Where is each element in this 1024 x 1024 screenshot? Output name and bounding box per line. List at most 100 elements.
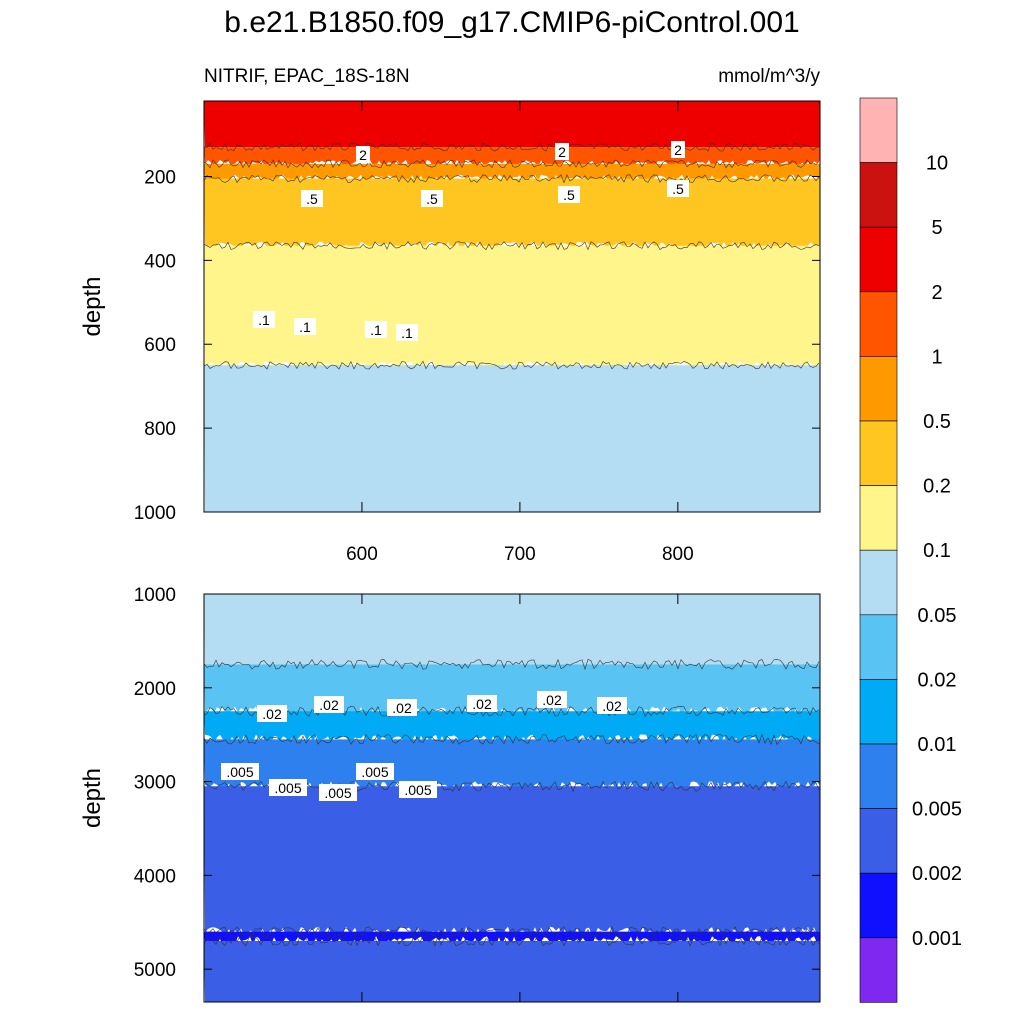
contour-label: .005 [399, 781, 437, 798]
contour-label: .1 [396, 324, 418, 341]
contour-label: 2 [671, 141, 685, 158]
svg-text:.1: .1 [258, 312, 270, 328]
y-tick-label: 1000 [134, 585, 176, 606]
subtitle-variable: NITRIF, EPAC_18S-18N [204, 66, 410, 87]
colorbar-label: 0.02 [918, 669, 957, 691]
colorbar-swatch [859, 162, 898, 228]
x-tick-label: 800 [662, 544, 694, 565]
contour-band [204, 245, 820, 370]
contour-label: .02 [257, 705, 287, 722]
plot-frame [203, 100, 821, 513]
contour-label: .02 [314, 696, 344, 713]
y-tick-label: 200 [144, 167, 176, 188]
colorbar-label: 0.2 [923, 476, 951, 498]
colorbar-swatch [859, 420, 898, 486]
colorbar-swatch [859, 614, 898, 680]
contour-line [204, 705, 820, 717]
y-tick-label: 4000 [134, 866, 176, 887]
contour-line [204, 935, 820, 947]
contour-label: 2 [555, 143, 569, 160]
colorbar-label: 1 [931, 346, 942, 368]
contour-line [204, 142, 820, 152]
chart-title: b.e21.B1850.f09_g17.CMIP6-piControl.001 [224, 6, 800, 39]
upper-contour-panel: 2 2 2 .5 .5 .5 .5 .1 .1 .1 .1 200 400 600 800 1000 600 70… [79, 100, 821, 565]
svg-text:.02: .02 [602, 698, 622, 714]
contour-line [204, 733, 820, 746]
svg-text:.1: .1 [299, 319, 311, 335]
svg-text:.005: .005 [226, 764, 253, 780]
y-tick-label: 3000 [134, 773, 176, 794]
svg-text:.1: .1 [401, 325, 413, 341]
svg-text:.02: .02 [542, 692, 562, 708]
svg-text:.005: .005 [361, 764, 388, 780]
colorbar-swatch [859, 679, 898, 745]
contour-label: .1 [253, 311, 275, 328]
contour-band [204, 163, 820, 183]
colorbar-label: 0.002 [912, 863, 962, 885]
y-tick-label: 400 [144, 251, 176, 272]
colorbar-label: 0.05 [918, 605, 957, 627]
contour-line [204, 159, 820, 169]
colorbar-label: 10 [926, 153, 948, 175]
svg-text:.02: .02 [319, 697, 339, 713]
svg-text:2: 2 [558, 144, 566, 160]
svg-text:.1: .1 [370, 322, 382, 338]
svg-text:.5: .5 [426, 191, 438, 207]
contour-label: .1 [294, 318, 316, 335]
svg-text:.5: .5 [672, 181, 684, 197]
colorbar: 10 5 2 1 0.5 0.2 0.1 0.05 0.02 0.01 0.005 0.002 0.00… [859, 97, 962, 1003]
svg-text:.005: .005 [274, 780, 301, 796]
lower-contour-panel: .02 .02 .02 .02 .02 .02 .005 .005 .005 .005 .005 10… [79, 585, 821, 1003]
colorbar-swatch [859, 356, 898, 422]
colorbar-swatch [859, 97, 898, 163]
colorbar-swatch [859, 226, 898, 293]
colorbar-label: 0.001 [912, 928, 962, 950]
y-tick-label: 2000 [134, 679, 176, 700]
colorbar-swatch [859, 549, 898, 616]
y-tick-label: 1000 [134, 503, 176, 524]
colorbar-swatch [859, 485, 898, 551]
contour-label: .005 [356, 763, 394, 780]
contour-band [204, 941, 820, 1002]
contour-label: .005 [319, 784, 357, 801]
colorbar-label: 0.1 [923, 540, 951, 562]
contour-line [204, 241, 820, 251]
y-tick-label: 600 [144, 335, 176, 356]
colorbar-swatch [859, 808, 898, 874]
y-tick-label: 800 [144, 419, 176, 440]
colorbar-label: 0.005 [912, 799, 962, 821]
svg-text:.02: .02 [472, 696, 492, 712]
contour-line [204, 360, 820, 370]
svg-text:2: 2 [359, 147, 367, 163]
colorbar-swatch [859, 937, 898, 1003]
svg-text:.5: .5 [563, 187, 575, 203]
colorbar-label: 0.5 [923, 411, 951, 433]
contour-band [204, 786, 820, 937]
svg-text:.5: .5 [306, 191, 318, 207]
contour-line [204, 926, 820, 938]
subtitle-units: mmol/m^3/y [718, 66, 820, 87]
contour-label: .02 [537, 691, 567, 708]
contour-label: .02 [387, 699, 417, 716]
contour-label: .5 [667, 180, 689, 197]
x-tick-label: 600 [346, 544, 378, 565]
contour-band [204, 594, 820, 665]
x-tick-label: 700 [504, 544, 536, 565]
svg-text:.02: .02 [392, 700, 412, 716]
contour-label: .1 [365, 321, 387, 338]
contour-label: .5 [301, 190, 323, 207]
contour-line [204, 174, 820, 184]
contour-label: .005 [269, 779, 307, 796]
svg-text:.005: .005 [404, 782, 431, 798]
svg-text:.02: .02 [262, 706, 282, 722]
y-tick-label: 5000 [134, 960, 176, 981]
contour-label: .5 [421, 190, 443, 207]
colorbar-swatch [859, 872, 898, 939]
svg-text:2: 2 [674, 142, 682, 158]
contour-band [204, 664, 820, 717]
colorbar-label: 2 [931, 282, 942, 304]
contour-label: .005 [221, 763, 259, 780]
svg-text:.005: .005 [324, 785, 351, 801]
colorbar-label: 5 [931, 217, 942, 239]
